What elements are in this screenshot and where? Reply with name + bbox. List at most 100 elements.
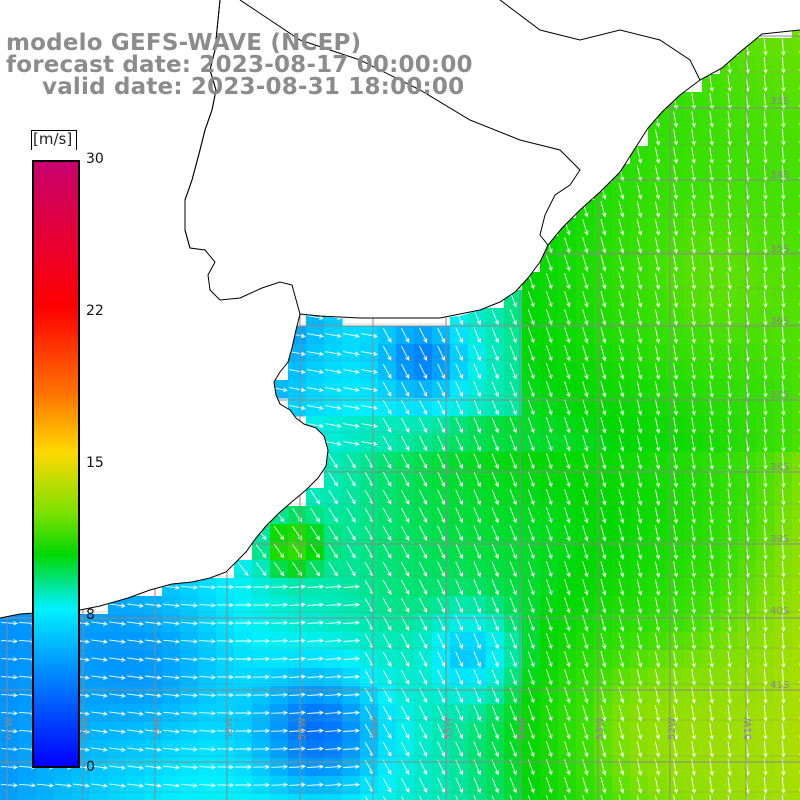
wind-arrow bbox=[491, 579, 499, 596]
wind-arrow bbox=[582, 489, 589, 506]
map-title-valid-date: valid date: 2023-08-31 18:00:00 bbox=[42, 74, 465, 100]
wind-arrow bbox=[473, 795, 477, 800]
wind-arrow bbox=[582, 255, 589, 272]
wind-arrow bbox=[545, 561, 553, 578]
wind-arrow bbox=[600, 543, 607, 560]
wind-arrow bbox=[636, 795, 639, 800]
wind-arrow bbox=[727, 723, 732, 740]
wind-arrow bbox=[127, 675, 144, 680]
longitude-label: 51W bbox=[743, 717, 754, 740]
wind-speed-cell bbox=[558, 794, 577, 800]
wind-arrow bbox=[727, 75, 732, 92]
wind-arrow bbox=[145, 621, 162, 626]
wind-arrow bbox=[636, 543, 643, 560]
wind-arrow bbox=[727, 381, 732, 398]
wind-arrow bbox=[781, 668, 786, 686]
wind-arrow bbox=[582, 309, 589, 326]
wind-arrow bbox=[636, 669, 643, 686]
wind-arrow bbox=[343, 333, 360, 339]
wind-arrow bbox=[709, 417, 714, 434]
wind-arrow bbox=[455, 597, 463, 614]
wind-arrow bbox=[781, 290, 786, 308]
wind-arrow bbox=[18, 783, 36, 788]
wind-arrow bbox=[491, 705, 499, 722]
wind-arrow bbox=[781, 722, 786, 740]
wind-arrow bbox=[418, 471, 428, 488]
wind-arrow bbox=[509, 561, 517, 578]
wind-arrow bbox=[109, 747, 126, 752]
wind-arrow bbox=[600, 795, 603, 800]
wind-arrow bbox=[273, 544, 285, 559]
wind-arrow bbox=[127, 621, 144, 626]
wind-speed-cell bbox=[792, 74, 800, 93]
wind-speed-cell bbox=[234, 794, 253, 800]
wind-arrow bbox=[418, 795, 423, 800]
wind-speed-cell bbox=[792, 110, 800, 129]
wind-arrow bbox=[636, 147, 643, 164]
wind-arrow bbox=[618, 273, 625, 290]
wind-arrow bbox=[270, 656, 288, 661]
wind-arrow bbox=[691, 129, 696, 146]
wind-arrow bbox=[600, 201, 607, 218]
wind-arrow bbox=[437, 471, 445, 488]
wind-arrow bbox=[306, 710, 325, 715]
wind-arrow bbox=[400, 507, 410, 523]
wind-arrow bbox=[781, 776, 786, 794]
wind-arrow bbox=[273, 562, 285, 577]
wind-arrow bbox=[781, 164, 786, 182]
wind-arrow bbox=[527, 435, 535, 452]
wind-arrow bbox=[324, 584, 342, 589]
wind-arrow bbox=[509, 777, 517, 794]
wind-arrow bbox=[673, 291, 679, 308]
wind-arrow bbox=[127, 783, 144, 788]
wind-arrow bbox=[473, 309, 481, 326]
wind-arrow bbox=[198, 729, 216, 734]
wind-arrow bbox=[491, 363, 499, 380]
wind-speed-cell bbox=[792, 632, 800, 651]
wind-arrow bbox=[727, 165, 732, 182]
latitude-label: 41S bbox=[770, 680, 789, 691]
wind-arrow bbox=[437, 579, 445, 596]
wind-arrow bbox=[564, 273, 571, 290]
wind-arrow bbox=[418, 543, 428, 560]
wind-arrow bbox=[582, 237, 589, 254]
wind-arrow bbox=[727, 669, 732, 686]
wind-arrow bbox=[473, 633, 481, 650]
wind-arrow bbox=[91, 729, 108, 734]
wind-arrow bbox=[418, 399, 428, 416]
wind-arrow bbox=[636, 705, 643, 722]
wind-arrow bbox=[691, 237, 696, 254]
wind-arrow bbox=[636, 777, 643, 794]
wind-arrow bbox=[763, 56, 768, 74]
wind-arrow bbox=[235, 782, 253, 788]
wind-arrow bbox=[0, 693, 19, 698]
wind-arrow bbox=[564, 417, 571, 434]
wind-arrow bbox=[527, 363, 535, 380]
wind-arrow bbox=[654, 291, 661, 308]
wind-arrow bbox=[162, 621, 180, 626]
wind-speed-cell bbox=[792, 488, 800, 507]
wind-arrow bbox=[288, 746, 306, 751]
wind-speed-cell bbox=[792, 326, 800, 345]
wind-speed-cell bbox=[792, 416, 800, 435]
wind-arrow bbox=[781, 308, 786, 326]
wind-arrow bbox=[310, 544, 320, 559]
wind-arrow bbox=[145, 639, 162, 644]
wind-arrow bbox=[763, 776, 768, 794]
wind-arrow bbox=[455, 705, 463, 722]
wind-arrow bbox=[582, 633, 589, 650]
wind-arrow bbox=[673, 255, 679, 272]
wind-arrow bbox=[618, 561, 625, 578]
wind-speed-cell bbox=[702, 794, 721, 800]
wind-arrow bbox=[455, 651, 463, 668]
wind-arrow bbox=[691, 399, 696, 416]
wind-arrow bbox=[288, 782, 306, 787]
wind-arrow bbox=[654, 165, 661, 182]
wind-arrow bbox=[473, 705, 481, 722]
wind-arrow bbox=[545, 597, 553, 614]
wind-arrow bbox=[455, 723, 463, 740]
longitude-label: 56W bbox=[370, 717, 381, 740]
wind-arrow bbox=[654, 651, 661, 668]
wind-arrow bbox=[618, 597, 625, 614]
wind-arrow bbox=[342, 674, 361, 679]
